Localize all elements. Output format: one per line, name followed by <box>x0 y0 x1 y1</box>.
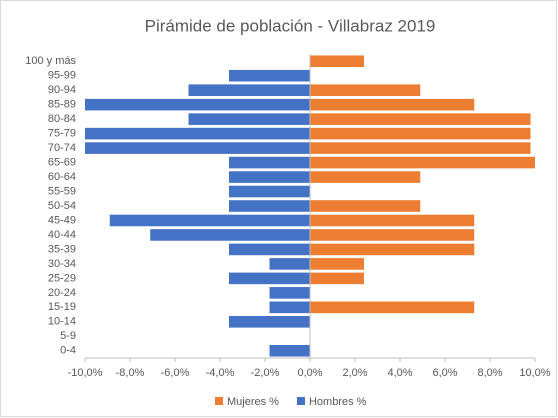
bar <box>310 258 364 270</box>
y-tick-label: 45-49 <box>48 214 76 226</box>
x-tick-label: -2,0% <box>251 367 280 379</box>
legend-label: Hombres % <box>309 396 367 408</box>
bar <box>310 301 475 314</box>
bar <box>310 171 421 183</box>
bar <box>188 113 310 125</box>
x-tick-label: -6,0% <box>161 367 190 379</box>
legend-swatch <box>215 397 223 405</box>
bar <box>229 171 310 183</box>
bar <box>310 127 531 140</box>
y-tick-label: 0-4 <box>60 345 76 357</box>
x-tick-label: 10,0% <box>519 367 550 379</box>
bar <box>310 113 531 125</box>
x-tick-label: 6,0% <box>432 367 457 379</box>
bar <box>269 258 310 270</box>
y-tick-label: 95-99 <box>48 70 76 82</box>
legend-label: Mujeres % <box>227 396 279 408</box>
y-tick-label: 15-19 <box>48 301 76 313</box>
bar <box>85 142 310 154</box>
bar <box>310 200 421 212</box>
bar <box>269 344 310 357</box>
bar <box>310 156 535 169</box>
y-tick-label: 10-14 <box>48 316 76 328</box>
bar <box>310 55 364 68</box>
bar <box>229 316 310 328</box>
bar <box>85 98 310 111</box>
bar <box>229 156 310 169</box>
bar <box>269 301 310 314</box>
y-tick-label: 80-84 <box>48 113 76 125</box>
bar <box>310 98 475 111</box>
bar <box>310 229 475 241</box>
legend-swatch <box>296 397 305 405</box>
bar <box>229 200 310 212</box>
x-tick-label: 4,0% <box>387 367 412 379</box>
bar <box>310 272 364 285</box>
bar <box>229 243 310 256</box>
x-tick-label: -4,0% <box>206 367 235 379</box>
y-tick-label: 50-54 <box>48 200 76 212</box>
bar <box>269 287 310 299</box>
y-tick-label: 25-29 <box>48 272 76 284</box>
x-tick-label: -10,0% <box>68 367 103 379</box>
y-tick-label: 90-94 <box>48 84 76 96</box>
bar <box>85 127 310 140</box>
y-tick-label: 40-44 <box>48 229 76 241</box>
y-tick-label: 30-34 <box>48 258 76 270</box>
bar <box>188 84 310 96</box>
chart-title: Pirámide de población - Villabraz 2019 <box>145 16 436 35</box>
x-tick-label: 0,0% <box>297 367 322 379</box>
y-tick-label: 65-69 <box>48 156 76 168</box>
y-tick-label: 75-79 <box>48 128 76 140</box>
bar <box>310 142 531 154</box>
y-tick-label: 55-59 <box>48 185 76 197</box>
bar <box>229 272 310 285</box>
bar <box>310 84 421 96</box>
bar <box>310 243 475 256</box>
y-tick-label: 100 y más <box>25 55 76 67</box>
bar <box>150 229 310 241</box>
bar <box>310 214 475 227</box>
y-tick-label: 60-64 <box>48 171 76 183</box>
x-tick-label: 2,0% <box>342 367 367 379</box>
y-tick-label: 70-74 <box>48 142 76 154</box>
bar <box>229 69 310 82</box>
x-tick-label: 8,0% <box>477 367 502 379</box>
y-tick-label: 20-24 <box>48 287 76 299</box>
bar <box>229 185 310 198</box>
bar <box>109 214 310 227</box>
x-tick-label: -8,0% <box>116 367 145 379</box>
y-tick-label: 5-9 <box>60 330 76 342</box>
y-tick-label: 35-39 <box>48 243 76 255</box>
y-tick-label: 85-89 <box>48 99 76 111</box>
